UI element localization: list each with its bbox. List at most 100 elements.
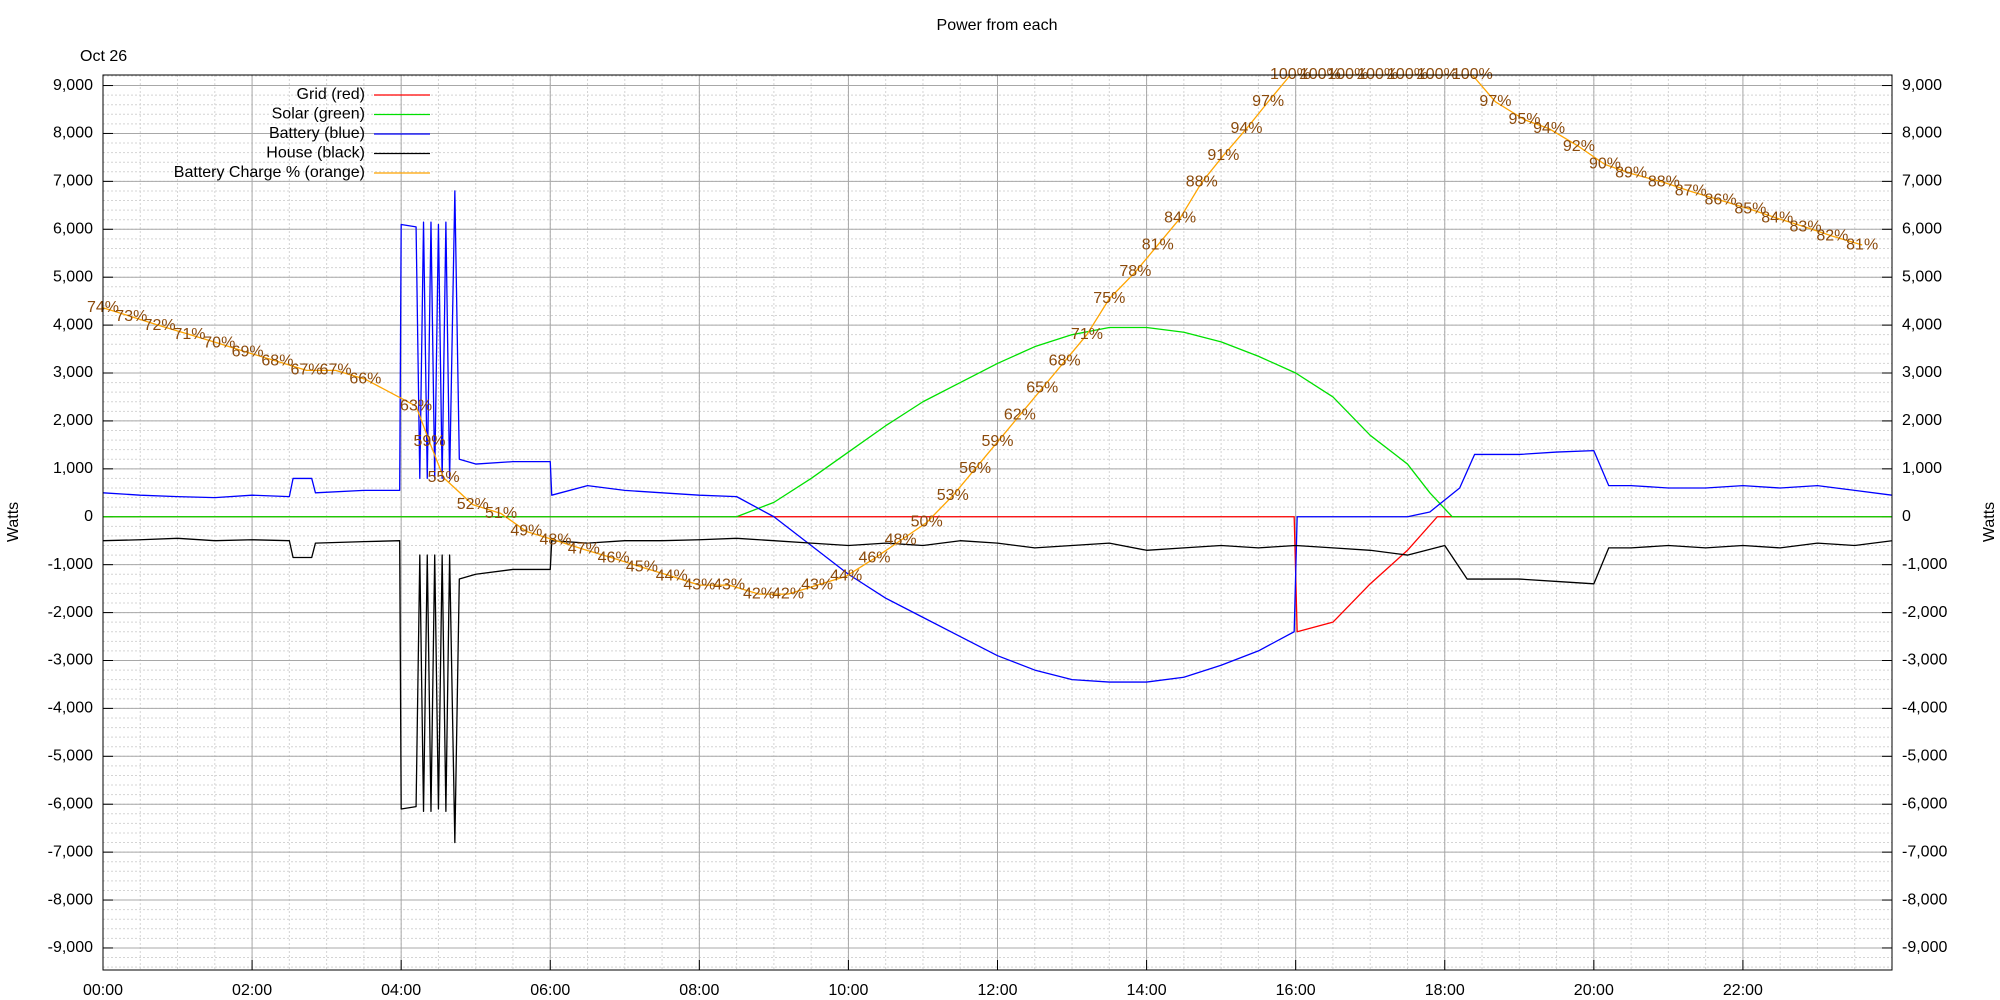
data-label: 48% [885,532,917,549]
legend-label: House (black) [266,145,365,162]
data-label: 42% [743,585,775,602]
data-label: 82% [1816,227,1848,244]
y2-tick-label: 8,000 [1902,125,1942,142]
y2-tick-label: 3,000 [1902,364,1942,381]
data-label: 43% [801,576,833,593]
data-label: 68% [261,353,293,370]
data-label: 94% [1230,120,1262,137]
data-label: 52% [457,496,489,513]
data-label: 67% [320,362,352,379]
data-label: 84% [1761,209,1793,226]
y-axis-label: Watts [5,502,22,542]
y-tick-label: -2,000 [48,604,93,621]
data-label: 73% [115,308,147,325]
data-label: 85% [1734,200,1766,217]
y2-tick-label: 7,000 [1902,173,1942,190]
x-tick-label: 12:00 [977,982,1017,999]
data-label: 44% [656,567,688,584]
x-tick-label: 06:00 [530,982,570,999]
y-tick-label: 9,000 [53,77,93,94]
y-tick-label: -4,000 [48,700,93,717]
data-label: 51% [485,505,517,522]
grid-layer [102,75,1893,970]
data-label: 88% [1648,174,1680,191]
data-label: 63% [400,397,432,414]
y-tick-label: -5,000 [48,748,93,765]
data-label: 89% [1615,165,1647,182]
data-label: 47% [568,541,600,558]
x-tick-label: 14:00 [1127,982,1167,999]
y-tick-label: -1,000 [48,556,93,573]
y2-tick-label: 6,000 [1902,220,1942,237]
data-label: 67% [290,362,322,379]
series-line [103,326,1892,518]
label-layer: -9,000 -9,000 -8,000 -8,000 -7,000 -7,000 -6,0… [48,66,1948,999]
data-label: 75% [1093,290,1125,307]
y-tick-label: 0 [84,508,93,525]
x-tick-label: 16:00 [1276,982,1316,999]
x-tick-label: 18:00 [1425,982,1465,999]
data-label: 53% [937,487,969,504]
data-label: 92% [1563,138,1595,155]
data-label: 91% [1207,147,1239,164]
legend-label: Battery Charge % (orange) [174,164,365,181]
y-tick-label: -7,000 [48,843,93,860]
y-tick-label: 8,000 [53,125,93,142]
data-label: 97% [1252,93,1284,110]
y-tick-label: 2,000 [53,412,93,429]
data-label: 95% [1508,111,1540,128]
y2-axis-label: Watts [1981,502,1998,542]
y-tick-label: 5,000 [53,268,93,285]
y2-tick-label: -4,000 [1902,700,1947,717]
y2-tick-label: 4,000 [1902,316,1942,333]
y2-tick-label: -5,000 [1902,748,1947,765]
data-label: 97% [1479,93,1511,110]
y2-tick-label: -6,000 [1902,795,1947,812]
x-tick-label: 10:00 [828,982,868,999]
data-label: 44% [830,567,862,584]
data-label: 45% [626,558,658,575]
data-label: 50% [911,514,943,531]
data-label: 69% [232,344,264,361]
series-line [102,537,1893,844]
y2-tick-label: -1,000 [1902,556,1947,573]
data-label: 84% [1164,209,1196,226]
data-label: 55% [428,469,460,486]
data-label: 81% [1846,236,1878,253]
y-tick-label: -8,000 [48,891,93,908]
x-tick-label: 20:00 [1574,982,1614,999]
data-label: 49% [510,523,542,540]
data-label: 46% [858,550,890,567]
legend-label: Solar (green) [272,106,365,123]
y2-tick-label: -3,000 [1902,652,1947,669]
data-label: 88% [1186,174,1218,191]
data-label: 46% [598,550,630,567]
x-tick-label: 00:00 [83,982,123,999]
y-tick-label: -3,000 [48,652,93,669]
data-label: 59% [413,433,445,450]
y-tick-label: -9,000 [48,939,93,956]
data-label: 81% [1142,236,1174,253]
data-label: 71% [173,326,205,343]
legend-label: Battery (blue) [269,125,365,142]
series-line [102,74,1863,595]
data-label: 90% [1589,156,1621,173]
data-label: 48% [539,532,571,549]
y2-tick-label: -9,000 [1902,939,1947,956]
y-tick-label: 3,000 [53,364,93,381]
y-tick-label: 6,000 [53,220,93,237]
x-tick-label: 22:00 [1723,982,1763,999]
date-label: Oct 26 [80,48,127,65]
y2-tick-label: 1,000 [1902,460,1942,477]
plot-layer [102,74,1893,844]
series-line [102,190,1893,683]
data-label: 94% [1533,120,1565,137]
legend-label: Grid (red) [297,86,365,103]
y2-tick-label: -8,000 [1902,891,1947,908]
y-tick-label: -6,000 [48,795,93,812]
data-label: 68% [1049,353,1081,370]
data-label: 70% [203,335,235,352]
data-label: 86% [1705,192,1737,209]
